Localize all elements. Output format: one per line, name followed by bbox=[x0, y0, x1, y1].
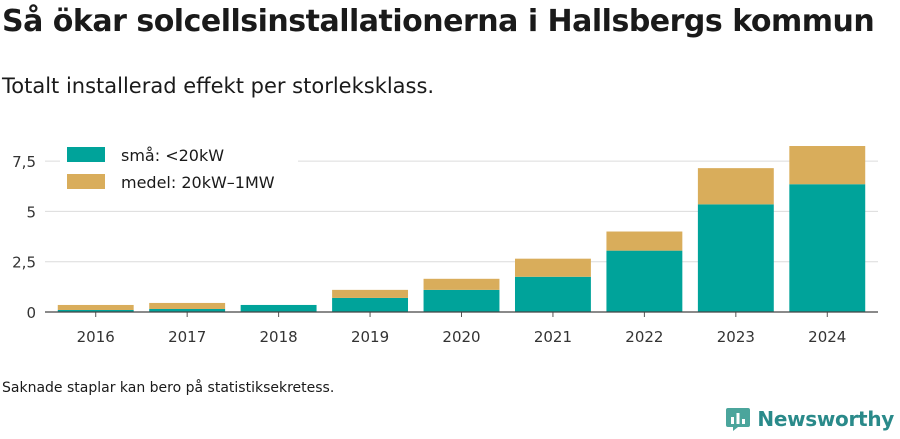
bar-medium-2023 bbox=[697, 168, 774, 205]
axes: 0 2,5 5 7,5 2016 2017 2018 2019 2020 2021 2022 2023… bbox=[12, 153, 878, 346]
x-tick-label: 2023 bbox=[717, 328, 755, 346]
y-tick-label: 0 bbox=[26, 304, 36, 322]
x-tick-label: 2016 bbox=[77, 328, 115, 346]
brand-name: Newsworthy bbox=[757, 407, 894, 431]
bar-small-2020 bbox=[423, 289, 500, 312]
bar-medium-2019 bbox=[332, 289, 409, 298]
bars bbox=[57, 146, 866, 312]
bar-medium-2016 bbox=[57, 304, 134, 310]
y-tick-label: 7,5 bbox=[12, 153, 36, 171]
bar-chart-speech-bubble-icon bbox=[726, 408, 751, 431]
x-tick-label: 2017 bbox=[168, 328, 206, 346]
x-tick-label: 2018 bbox=[260, 328, 298, 346]
brand-logo: Newsworthy bbox=[725, 406, 894, 432]
bar-small-2022 bbox=[606, 250, 683, 312]
x-tick-label: 2019 bbox=[351, 328, 389, 346]
bar-small-2024 bbox=[789, 184, 866, 312]
bar-medium-2020 bbox=[423, 278, 500, 290]
legend: små: <20kW medel: 20kW–1MW bbox=[60, 140, 298, 200]
legend-swatch bbox=[67, 147, 105, 162]
x-tick-label: 2024 bbox=[808, 328, 846, 346]
y-tick-label: 5 bbox=[26, 203, 36, 221]
x-tick-label: 2022 bbox=[625, 328, 663, 346]
bar-medium-2017 bbox=[149, 302, 226, 309]
legend-label: medel: 20kW–1MW bbox=[121, 173, 275, 192]
bar-small-2018 bbox=[240, 304, 317, 312]
bar-medium-2021 bbox=[514, 258, 591, 277]
bar-small-2023 bbox=[697, 204, 774, 312]
bar-medium-2022 bbox=[606, 231, 683, 251]
chart-title: Så ökar solcellsinstallationerna i Halls… bbox=[2, 4, 875, 39]
bar-small-2021 bbox=[514, 276, 591, 312]
bar-medium-2024 bbox=[789, 146, 866, 185]
x-tick-label: 2020 bbox=[442, 328, 480, 346]
legend-swatch bbox=[67, 174, 105, 189]
y-tick-label: 2,5 bbox=[12, 254, 36, 272]
bar-small-2019 bbox=[332, 297, 409, 312]
legend-label: små: <20kW bbox=[121, 146, 224, 165]
bar-small-2017 bbox=[149, 308, 226, 312]
bar-small-2016 bbox=[57, 309, 134, 312]
x-tick-label: 2021 bbox=[534, 328, 572, 346]
chart-subtitle: Totalt installerad effekt per storlekskl… bbox=[2, 74, 435, 98]
footnote: Saknade staplar kan bero på statistiksek… bbox=[2, 380, 335, 396]
